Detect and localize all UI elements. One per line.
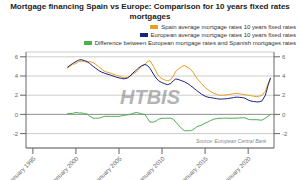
svg-text:6: 6	[15, 54, 19, 60]
html-text:European average mortgage rate: European average mortgage rates 10 years…	[150, 32, 296, 38]
svg-text:-2: -2	[282, 131, 288, 137]
svg-text:January 2000: January 2000	[50, 155, 80, 180]
svg-text:January 1995: January 1995	[8, 155, 37, 180]
html-text:Mortgage financing Spain vs Eu: Mortgage financing Spain vs Europe: Comp…	[10, 2, 290, 21]
svg-text:-2: -2	[13, 131, 19, 137]
svg-text:0: 0	[15, 112, 19, 118]
html-text:HTBIS: HTBIS	[120, 86, 180, 109]
svg-text:2: 2	[15, 92, 19, 98]
svg-text:2: 2	[282, 92, 286, 98]
svg-text:January 2005: January 2005	[93, 155, 123, 180]
html-text:Source: European Central Bank: Source: European Central Bank	[196, 138, 267, 145]
html-text:Difference between European mo: Difference between European mortgage rat…	[94, 40, 296, 46]
svg-text:6: 6	[282, 54, 286, 60]
svg-text:0: 0	[282, 112, 286, 118]
svg-text:4: 4	[15, 73, 19, 79]
svg-text:January 2020: January 2020	[222, 155, 252, 180]
html-text:Spain average mortgage rates 1: Spain average mortgage rates 10 years fi…	[161, 24, 296, 30]
svg-text:4: 4	[282, 73, 286, 79]
svg-text:January 2010: January 2010	[136, 155, 166, 180]
svg-text:January 2015: January 2015	[179, 155, 209, 180]
